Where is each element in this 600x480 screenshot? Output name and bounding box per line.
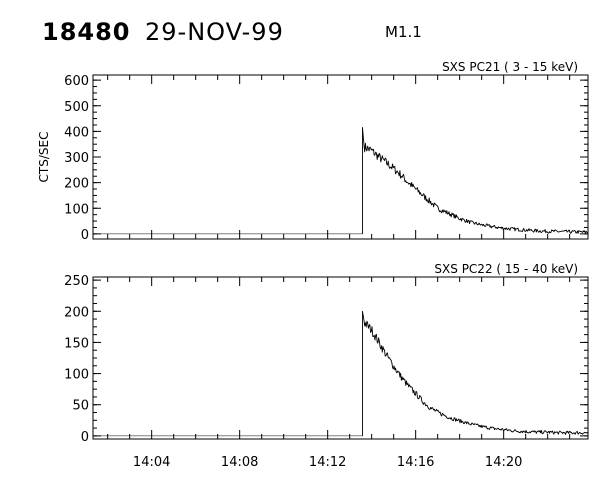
y-axis-label: CTS/SEC	[37, 132, 51, 183]
y-tick-label: 200	[64, 177, 89, 192]
y-tick-label: 250	[64, 274, 89, 289]
x-tick-label: 14:20	[485, 455, 522, 470]
panel-frame	[92, 74, 589, 240]
y-tick-label: 0	[81, 228, 89, 243]
x-tick-label: 14:12	[309, 455, 346, 470]
y-tick-label: 150	[64, 336, 89, 351]
panel-title: SXS PC21 ( 3 - 15 keV)	[442, 60, 578, 74]
y-tick-label: 100	[64, 202, 89, 217]
flare-class: M1.1	[385, 23, 422, 41]
y-tick-label: 400	[64, 125, 89, 140]
y-tick-label: 300	[64, 151, 89, 166]
series-layer	[94, 127, 588, 235]
x-tick-label: 14:16	[397, 455, 434, 470]
panel-pc21: SXS PC21 ( 3 - 15 keV) CTS/SEC 0 100 200 30…	[37, 60, 589, 243]
series-layer	[94, 310, 588, 437]
y-tick-label: 600	[64, 74, 89, 89]
x-tick-label: 14:04	[133, 455, 170, 470]
x-ticks	[107, 75, 571, 239]
x-tick-labels: 14:04 14:08 14:12 14:16 14:20	[133, 455, 522, 470]
y-ticks: 0 50 100 150 200 250	[64, 274, 588, 445]
y-tick-label: 50	[72, 399, 89, 414]
x-tick-label: 14:08	[221, 455, 258, 470]
panel-pc22: SXS PC22 ( 15 - 40 keV) 0 50 100 150 200 250	[64, 262, 589, 445]
event-id: 18480	[42, 18, 131, 46]
y-tick-label: 100	[64, 368, 89, 383]
event-date: 29-NOV-99	[145, 18, 284, 46]
panel-frame	[92, 276, 589, 440]
y-ticks: 0 100 200 300 400 500 600	[64, 74, 588, 243]
y-tick-label: 0	[81, 430, 89, 445]
y-tick-label: 200	[64, 305, 89, 320]
y-tick-label: 500	[64, 100, 89, 115]
panel-title: SXS PC22 ( 15 - 40 keV)	[434, 262, 578, 276]
series-line	[362, 127, 588, 234]
series-line	[362, 310, 588, 436]
x-ticks	[107, 277, 571, 439]
